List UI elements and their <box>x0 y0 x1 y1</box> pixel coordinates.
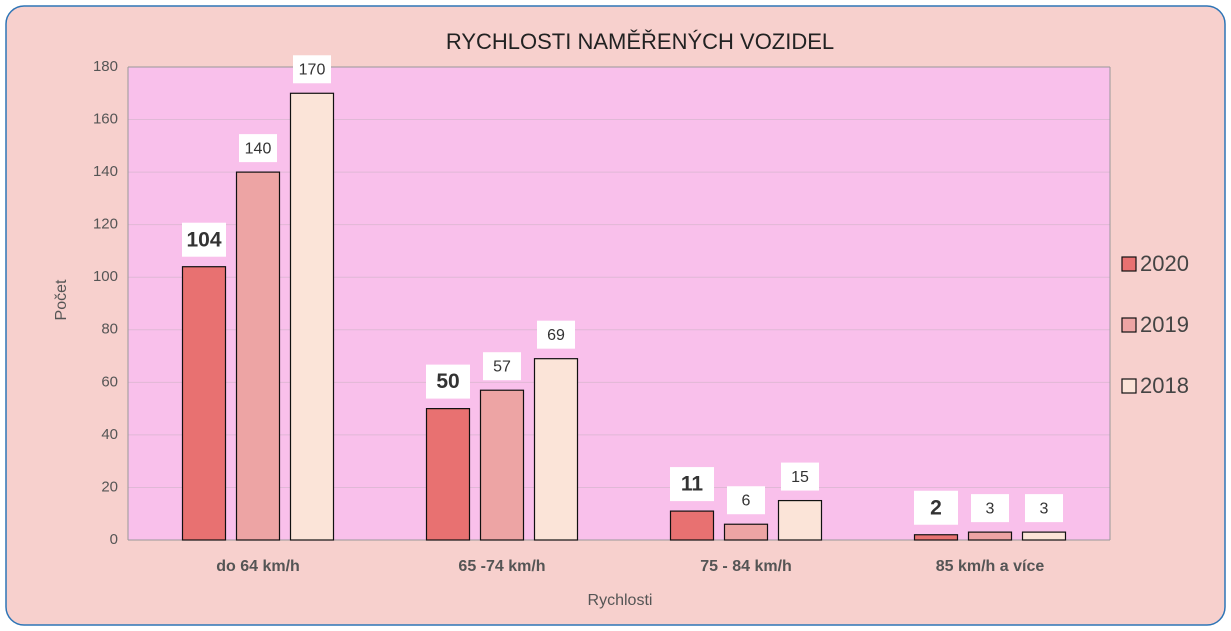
x-tick-label: 75 - 84 km/h <box>700 558 792 575</box>
data-label: 3 <box>1040 500 1049 517</box>
bar <box>479 389 525 541</box>
bar <box>723 523 769 541</box>
data-label-box <box>781 462 819 491</box>
data-label-box <box>727 486 765 515</box>
data-label: 6 <box>742 492 751 509</box>
y-tick-label: 0 <box>110 531 118 548</box>
x-axis-title: Rychlosti <box>588 592 653 609</box>
y-tick-label: 80 <box>101 321 118 338</box>
data-label-box <box>1025 494 1063 523</box>
data-label: 15 <box>791 469 809 486</box>
bar <box>967 531 1013 541</box>
data-label-box <box>239 134 277 163</box>
bar <box>1021 531 1067 541</box>
bar <box>533 358 579 541</box>
data-label-box <box>483 352 521 381</box>
y-tick-label: 100 <box>93 268 118 285</box>
legend-label: 2020 <box>1140 251 1189 276</box>
legend-label: 2018 <box>1140 373 1189 398</box>
data-label: 69 <box>547 327 565 344</box>
legend-label: 2019 <box>1140 312 1189 337</box>
data-label-box <box>914 490 958 525</box>
bar <box>425 408 471 541</box>
legend-swatch <box>1121 317 1137 333</box>
bar <box>669 510 715 541</box>
y-tick-label: 40 <box>101 426 118 443</box>
x-tick-label: do 64 km/h <box>216 558 300 575</box>
data-label-box <box>293 55 331 84</box>
data-label-box <box>537 320 575 349</box>
x-tick-label: 85 km/h a více <box>936 558 1045 575</box>
chart-title: RYCHLOSTI NAMĚŘENÝCH VOZIDEL <box>446 29 834 54</box>
legend-swatch <box>1121 378 1137 394</box>
data-label: 104 <box>186 228 221 251</box>
data-label-box <box>182 222 226 257</box>
data-label-box <box>670 467 714 502</box>
data-label-box <box>426 364 470 399</box>
data-label: 140 <box>245 140 272 157</box>
y-tick-label: 20 <box>101 478 118 495</box>
data-label: 3 <box>986 500 995 517</box>
bar <box>289 92 335 541</box>
data-label: 11 <box>681 473 704 496</box>
bar <box>235 171 281 541</box>
y-tick-label: 160 <box>93 111 118 128</box>
y-tick-label: 120 <box>93 216 118 233</box>
data-label: 2 <box>930 496 942 519</box>
data-label: 170 <box>299 61 326 78</box>
y-tick-label: 60 <box>101 373 118 390</box>
y-axis-title: Počet <box>53 279 70 320</box>
y-tick-label: 140 <box>93 163 118 180</box>
legend-swatch <box>1121 256 1137 272</box>
data-label: 50 <box>436 370 459 393</box>
data-label: 57 <box>493 358 511 375</box>
bar <box>777 499 823 541</box>
bar <box>181 266 227 541</box>
y-tick-label: 180 <box>93 58 118 75</box>
data-label-box <box>971 494 1009 523</box>
x-tick-label: 65 -74 km/h <box>458 558 545 575</box>
bar <box>913 534 959 541</box>
